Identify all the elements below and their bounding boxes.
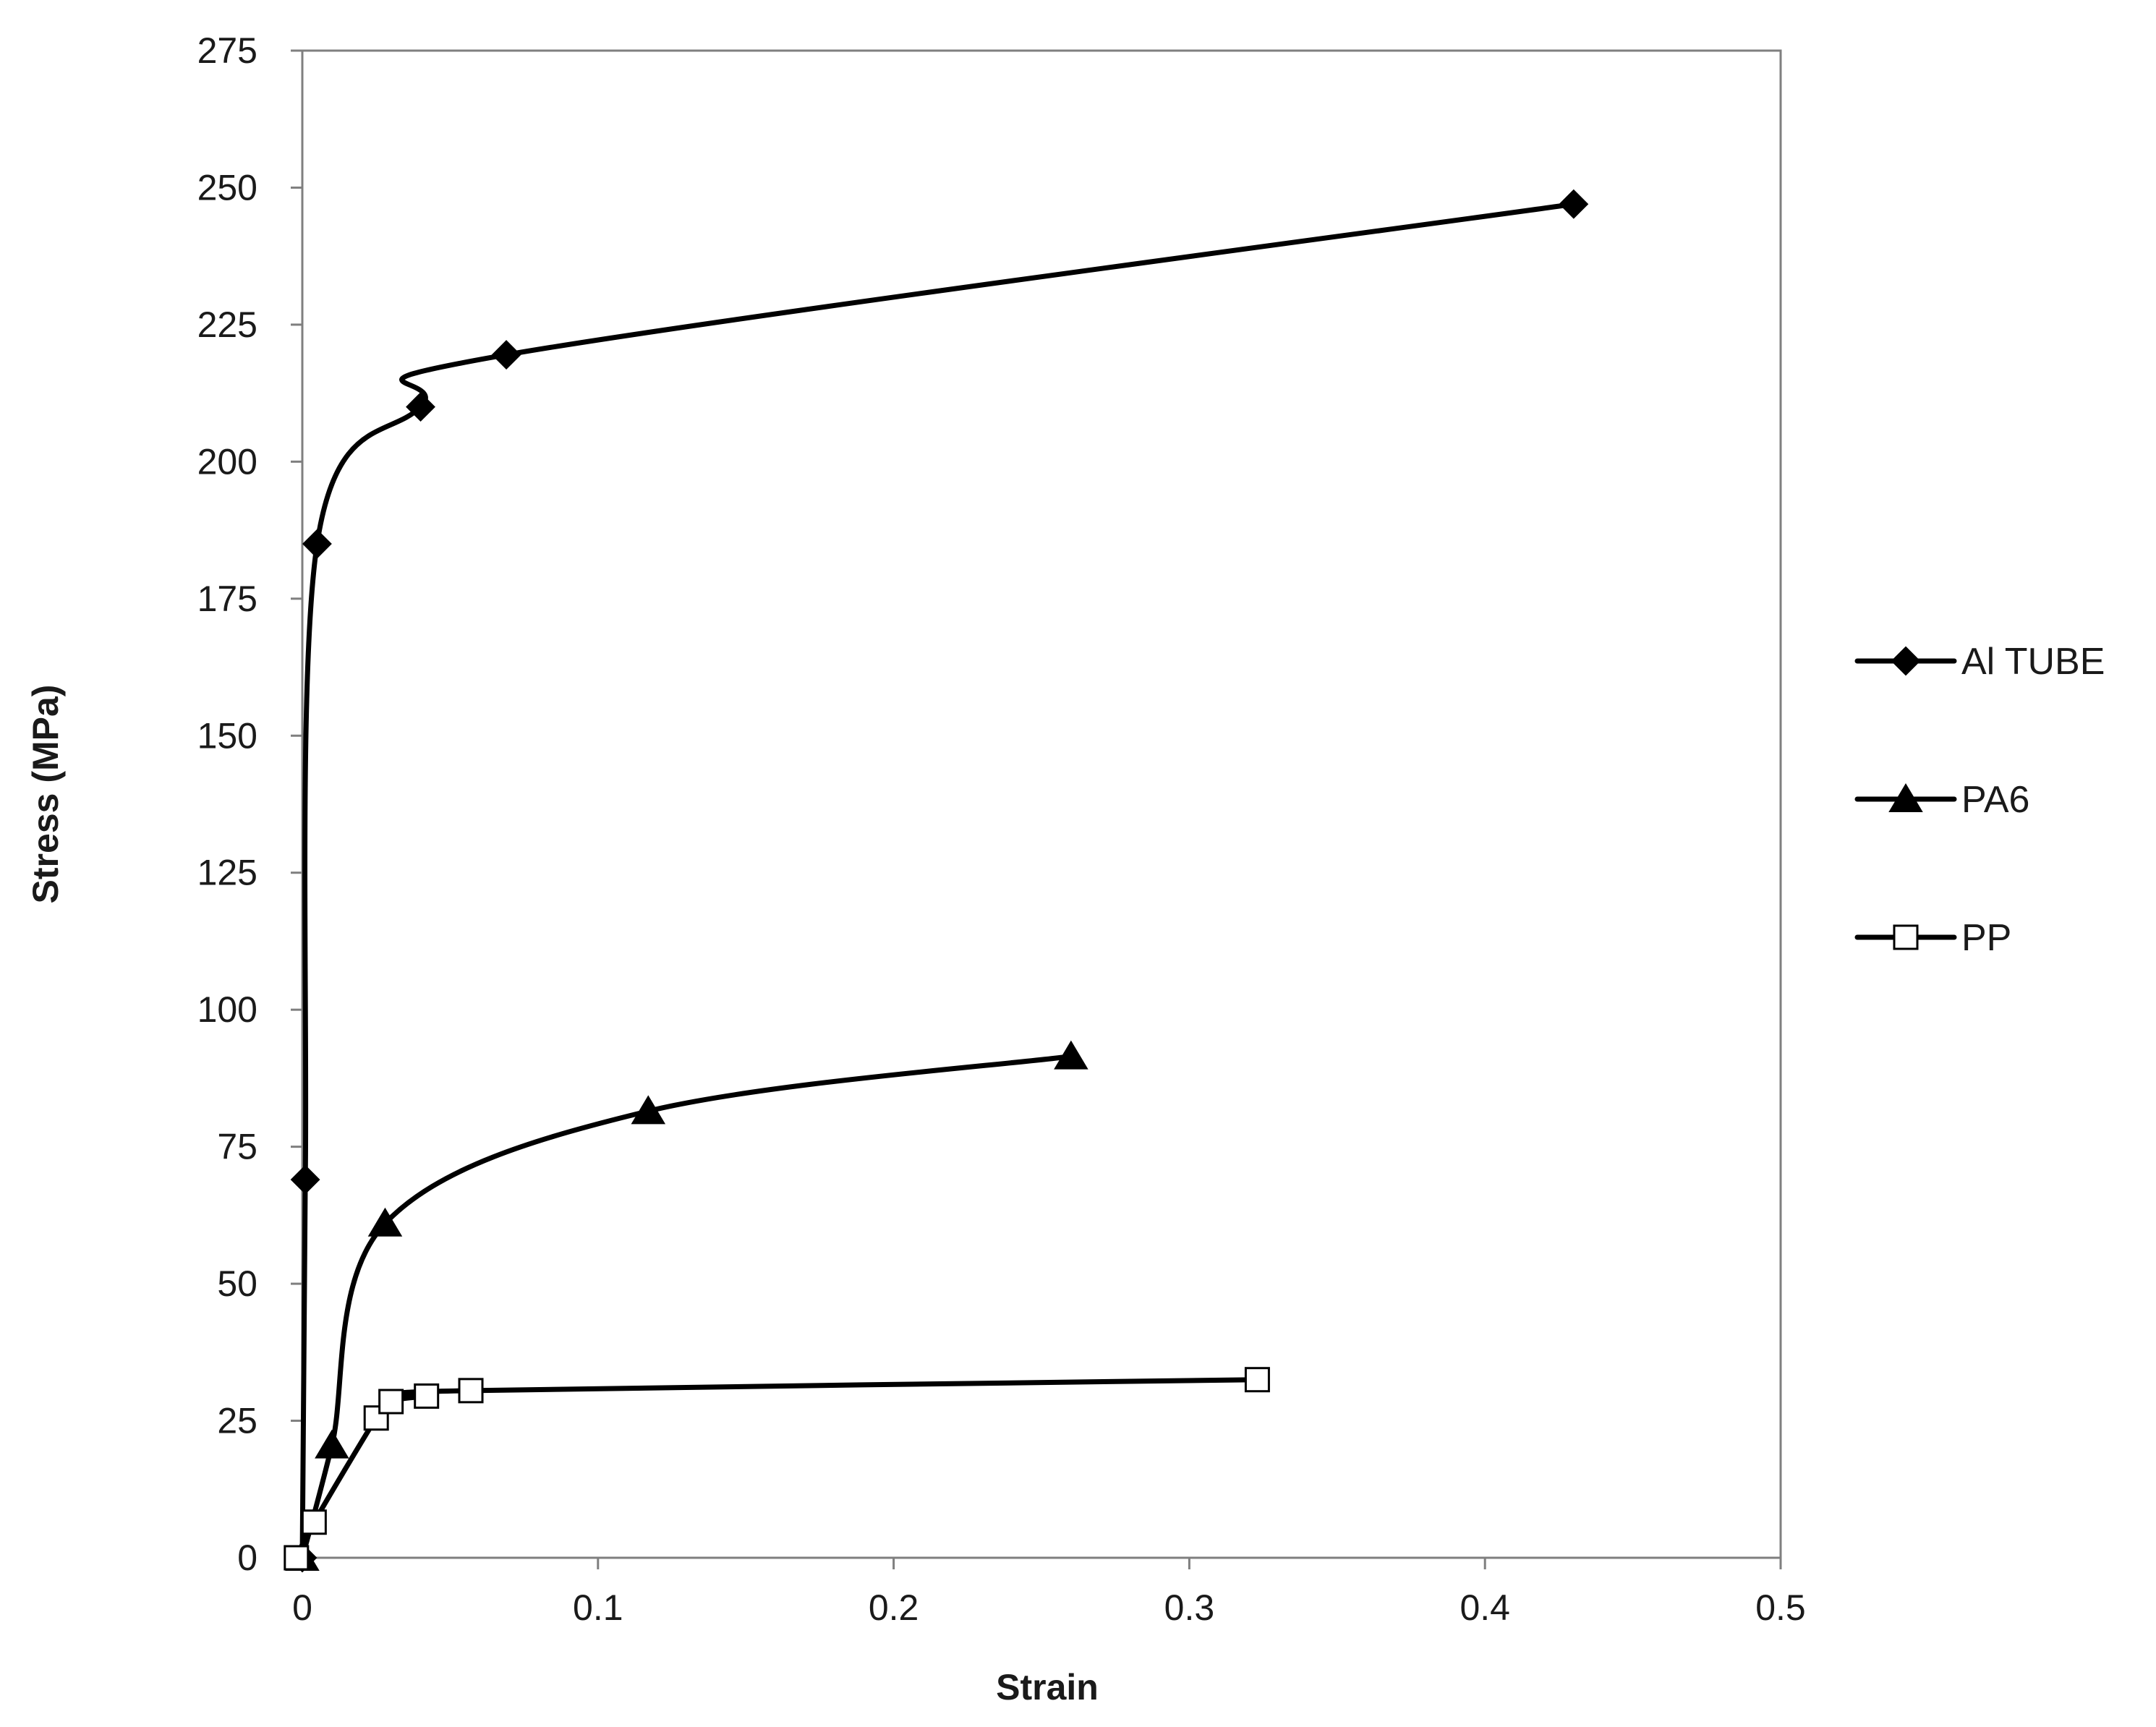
data-point <box>1054 1040 1088 1070</box>
series-line <box>299 1054 1074 1561</box>
legend-label: PA6 <box>1961 779 2029 821</box>
y-tick-label: 175 <box>197 579 257 619</box>
x-tick-label: 0.1 <box>573 1587 623 1628</box>
y-tick-label: 225 <box>197 304 257 345</box>
plot-area <box>301 49 1782 1559</box>
data-point <box>378 1389 404 1415</box>
series-pp <box>284 1367 1270 1571</box>
y-tick-label: 75 <box>217 1127 257 1167</box>
series-line <box>299 201 1577 1561</box>
data-point <box>301 1509 327 1535</box>
series-al-tube <box>287 189 1589 1573</box>
data-point <box>406 392 435 422</box>
x-tick-label: 0.4 <box>1460 1587 1510 1628</box>
data-point <box>1244 1367 1270 1393</box>
y-tick-label: 200 <box>197 441 257 482</box>
legend-item: Al TUBE <box>1854 641 2105 683</box>
x-tick-label: 0.3 <box>1164 1587 1215 1628</box>
series-pa6 <box>285 1040 1088 1571</box>
y-tick-label: 250 <box>197 167 257 208</box>
data-point <box>1559 189 1589 219</box>
y-tick-label: 150 <box>197 715 257 756</box>
legend-item: PP <box>1854 917 2011 959</box>
plot-frame <box>301 49 1782 1559</box>
x-tick-label: 0 <box>292 1587 312 1628</box>
data-point <box>367 1207 403 1237</box>
y-tick-label: 50 <box>217 1263 257 1304</box>
legend: Al TUBE PA6 PP <box>1854 641 2105 959</box>
y-tick-label: 125 <box>197 853 257 893</box>
x-tick-label: 0.2 <box>869 1587 919 1628</box>
data-point <box>363 1405 389 1431</box>
data-point <box>315 1429 349 1459</box>
legend-marker <box>1893 924 1919 950</box>
legend-label: Al TUBE <box>1961 641 2105 683</box>
legend-item: PA6 <box>1854 779 2029 821</box>
data-point <box>414 1383 440 1409</box>
data-point <box>302 529 332 559</box>
y-axis-title: Stress (MPa) <box>25 685 66 904</box>
y-tick-label: 0 <box>237 1538 257 1578</box>
series-line <box>294 1377 1260 1561</box>
x-tick-label: 0.5 <box>1755 1587 1806 1628</box>
legend-marker <box>1891 646 1921 676</box>
legend-marker <box>1888 783 1923 812</box>
y-tick-label: 25 <box>217 1401 257 1441</box>
series-group <box>284 189 1589 1573</box>
legend-label: PP <box>1961 917 2011 959</box>
y-tick-label: 100 <box>197 989 257 1030</box>
data-point <box>284 1545 310 1571</box>
x-axis-title: Strain <box>996 1667 1099 1707</box>
y-tick-label: 275 <box>197 30 257 71</box>
data-point <box>491 340 521 370</box>
data-point <box>458 1378 484 1404</box>
data-point <box>631 1095 666 1125</box>
data-point <box>290 1164 320 1195</box>
y-axis: 0 25 50 75 100 125 150 175 200 225 250 275 <box>197 30 302 1578</box>
x-axis: 0 0.1 0.2 0.3 0.4 0.5 <box>292 1558 1806 1628</box>
